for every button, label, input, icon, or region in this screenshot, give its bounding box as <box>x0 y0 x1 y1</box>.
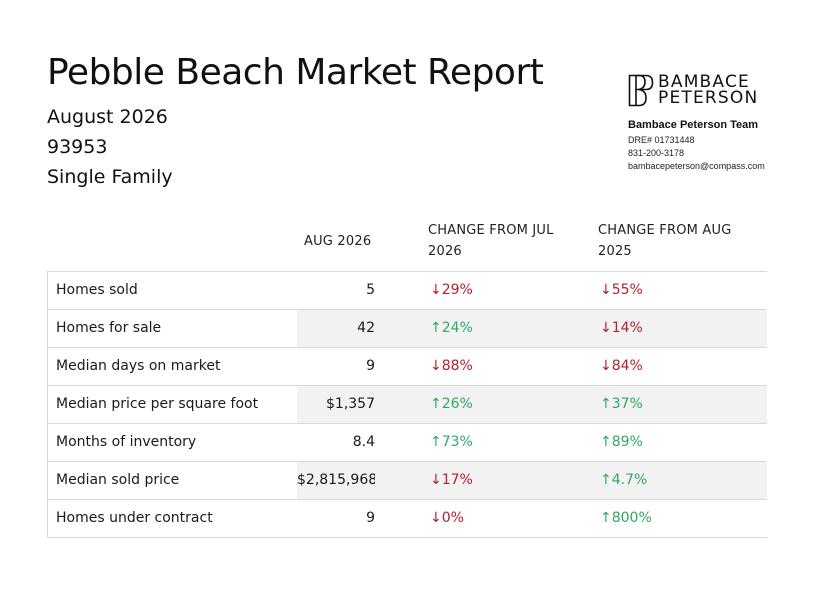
brand-logo: BAMBACE PETERSON <box>628 73 798 107</box>
row-change-cells: ↓88% ↓84% <box>375 348 767 385</box>
table-row: Homes for sale 42 ↑24% ↓14% <box>48 310 767 348</box>
table-row: Median days on market 9 ↓88% ↓84% <box>48 348 767 386</box>
market-table: AUG 2026 CHANGE FROM JUL 2026 CHANGE FRO… <box>47 219 767 538</box>
report-zip: 93953 <box>47 136 108 158</box>
row-change-from-aug: ↓84% <box>600 358 643 374</box>
table-row: Median sold price $2,815,968 ↓17% ↑4.7% <box>48 462 767 500</box>
table-row: Months of inventory 8.4 ↑73% ↑89% <box>48 424 767 462</box>
row-change-cells: ↑24% ↓14% <box>375 310 767 347</box>
row-change-cells: ↑26% ↑37% <box>375 386 767 423</box>
row-value: 42 <box>297 310 375 347</box>
row-change-from-aug: ↓55% <box>600 282 643 298</box>
row-value: 9 <box>366 358 375 374</box>
row-change-from-jul: ↓17% <box>430 472 473 488</box>
table-body: Homes sold 5 ↓29% ↓55% Homes for sale 42 ↑24% ↓… <box>47 271 767 538</box>
row-value: 8.4 <box>352 434 375 450</box>
row-change-from-aug: ↑37% <box>600 396 643 412</box>
row-label: Months of inventory <box>56 434 197 450</box>
row-change-cells: ↓0% ↑800% <box>375 500 767 537</box>
row-change-from-aug: ↑89% <box>600 434 643 450</box>
row-change-from-jul: ↓0% <box>430 510 464 526</box>
header-month: AUG 2026 <box>304 234 372 249</box>
brand-email: bambacepeterson@compass.com <box>628 161 765 171</box>
row-change-from-jul: ↑73% <box>430 434 473 450</box>
table-row: Median price per square foot $1,357 ↑26% ↑3… <box>48 386 767 424</box>
brand-dre: DRE# 01731448 <box>628 135 695 145</box>
row-change-from-aug: ↑4.7% <box>600 472 648 488</box>
row-value: $1,357 <box>297 386 375 423</box>
row-change-from-jul: ↑24% <box>430 320 473 336</box>
row-value: 9 <box>366 510 375 526</box>
brand-block: BAMBACE PETERSON Bambace Peterson Team D… <box>628 73 798 173</box>
row-change-from-jul: ↑26% <box>430 396 473 412</box>
table-row: Homes sold 5 ↓29% ↓55% <box>48 272 767 310</box>
row-change-from-aug: ↓14% <box>600 320 643 336</box>
report-period: August 2026 <box>47 106 168 128</box>
row-label: Homes under contract <box>56 510 213 526</box>
row-change-cells: ↓17% ↑4.7% <box>375 462 767 499</box>
row-change-from-jul: ↓29% <box>430 282 473 298</box>
report-property-type: Single Family <box>47 166 173 188</box>
row-label: Median sold price <box>56 472 180 488</box>
row-value: 5 <box>366 282 375 298</box>
report-title: Pebble Beach Market Report <box>47 52 544 93</box>
brand-logo-line2: PETERSON <box>658 88 759 108</box>
row-label: Homes sold <box>56 282 138 298</box>
row-change-cells: ↑73% ↑89% <box>375 424 767 461</box>
table-row: Homes under contract 9 ↓0% ↑800% <box>48 500 767 538</box>
brand-logo-line1: BAMBACE <box>658 72 750 92</box>
row-change-from-aug: ↑800% <box>600 510 652 526</box>
row-label: Median price per square foot <box>56 396 259 412</box>
header-change-jul: CHANGE FROM JUL 2026 <box>428 223 554 259</box>
row-label: Homes for sale <box>56 320 162 336</box>
header-change-aug: CHANGE FROM AUG 2025 <box>598 223 732 259</box>
row-change-cells: ↓29% ↓55% <box>375 272 767 309</box>
table-header: AUG 2026 CHANGE FROM JUL 2026 CHANGE FRO… <box>47 219 767 271</box>
brand-team: Bambace Peterson Team <box>628 119 759 131</box>
bp-logo-icon <box>628 74 654 106</box>
row-label: Median days on market <box>56 358 221 374</box>
row-change-from-jul: ↓88% <box>430 358 473 374</box>
row-value: $2,815,968 <box>297 462 377 499</box>
brand-phone: 831-200-3178 <box>628 148 685 158</box>
